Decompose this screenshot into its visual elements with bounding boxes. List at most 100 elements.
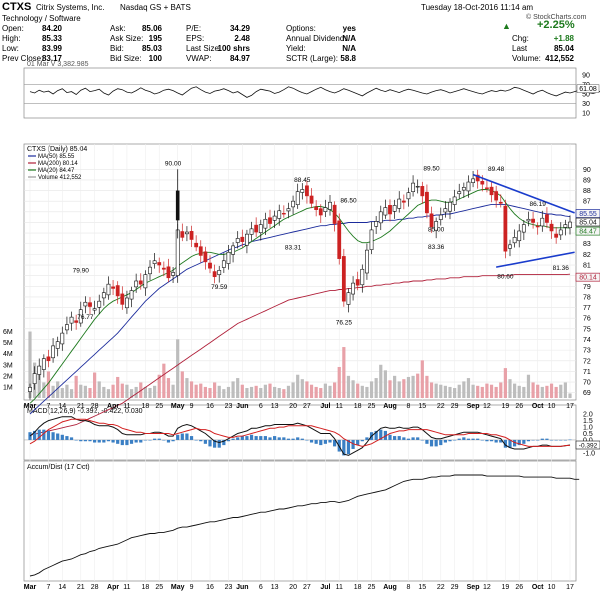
volume-bar [462,381,466,398]
volume-bar [134,386,138,398]
macd-histogram-bar [65,436,69,440]
open-label: Open: [2,24,24,33]
volume-bar [74,375,78,398]
rsi-last-value-box [576,84,600,93]
price-tick-label: 72 [583,358,591,365]
bid-value: 85.03 [141,44,162,53]
macd-histogram-bar [236,437,240,440]
volume-bar [213,382,217,398]
chg-label: Chg: [512,34,529,43]
volume-bar [231,381,235,398]
macd-tick-label: -1.0 [583,450,595,457]
candle-body [554,233,559,238]
rsi-line [29,86,600,98]
macd-histogram-bar [393,436,397,440]
volume-bar [549,383,554,398]
volume-value: 412,552 [545,54,574,63]
price-annotation: 83.31 [285,244,302,251]
volume-bar [333,382,337,398]
price-x-label: 21 [77,403,85,410]
prev-close-value: 83.17 [41,54,62,63]
price-annotation: 80.60 [497,273,514,280]
candle-body [268,217,272,224]
macd-histogram-bar [222,439,226,446]
volume-bar [291,382,295,398]
candle-body [97,300,102,308]
volume-bar [457,384,461,398]
volume-bar [526,374,531,398]
accum-dist-panel [23,460,577,582]
macd-histogram-bar [323,439,327,444]
candle-body [37,365,42,375]
price-x-label: 23 [225,403,233,410]
macd-histogram-bar [83,439,87,442]
macd-histogram-bar [480,439,484,441]
candle-body [277,210,282,219]
volume-bar [148,388,152,398]
volume-bar [374,378,378,398]
macd-histogram-bar [291,438,295,440]
macd-histogram-bar [522,439,526,444]
candle-body [41,358,46,370]
candle-body [180,231,185,238]
macd-histogram-bar [171,439,175,442]
macd-histogram-bar [406,438,411,440]
candle-body [171,272,175,276]
eps-value: 2.48 [234,34,250,43]
annual-dividend-value: N/A [342,34,356,43]
macd-histogram-bar [273,436,277,440]
volume-bar [480,386,484,398]
candle-body [360,268,365,286]
macd-histogram-bar [443,439,447,443]
volume-bar [143,386,147,398]
volume-bar [125,384,129,398]
volume-bar [425,375,429,398]
price-x-label: 27 [303,403,311,410]
volume-bar [429,382,434,398]
candle-body [125,297,129,309]
price-x-label: 18 [354,403,362,410]
price-x-label: 10 [548,403,556,410]
candle-body [148,266,152,275]
macd-histogram-bar [88,439,92,442]
volume-bar [254,385,258,398]
volume-bar [420,360,424,398]
price-x-label: 22 [437,403,445,410]
ask-value: 85.06 [141,24,162,33]
macd-histogram-bar [226,439,231,442]
volume-bar [508,379,512,398]
volume-bar [185,378,189,398]
candle-body [309,195,314,204]
price-tick-label: 83 [583,241,591,248]
candle-body [531,218,535,223]
accum-dist-x-label: 8 [407,584,411,591]
volume-bar [56,381,60,398]
macd-histogram-bar [545,438,549,440]
macd-histogram-bar [439,439,443,446]
volume-bar [434,383,438,398]
volume-bar [503,368,507,398]
macd-histogram-bar [309,439,314,443]
candle-body [355,279,360,286]
price-x-label: May [171,403,185,410]
lower-trend-line [496,251,575,268]
accum-dist-x-label: 11 [123,584,130,591]
price-x-label: 13 [271,403,279,410]
macd-histogram-bar [213,439,217,448]
volume-bar [453,388,457,398]
annual-dividend-label: Annual Dividend: [286,34,347,43]
candle-body [392,205,397,212]
macd-histogram-bar [69,437,74,440]
volume-tick-label: 5M [3,340,13,347]
volume-bar [365,386,369,398]
price-x-label: Mar [24,403,37,410]
candle-body [185,231,189,235]
candle-body [545,214,549,223]
macd-histogram-bar [351,439,355,449]
candle-body [189,231,194,240]
candle-body [475,174,480,182]
price-annotation: 79.90 [73,268,90,275]
volume-bar [369,381,374,398]
accum-dist-x-label: 17 [566,584,574,591]
macd-histogram-bar [429,439,434,447]
